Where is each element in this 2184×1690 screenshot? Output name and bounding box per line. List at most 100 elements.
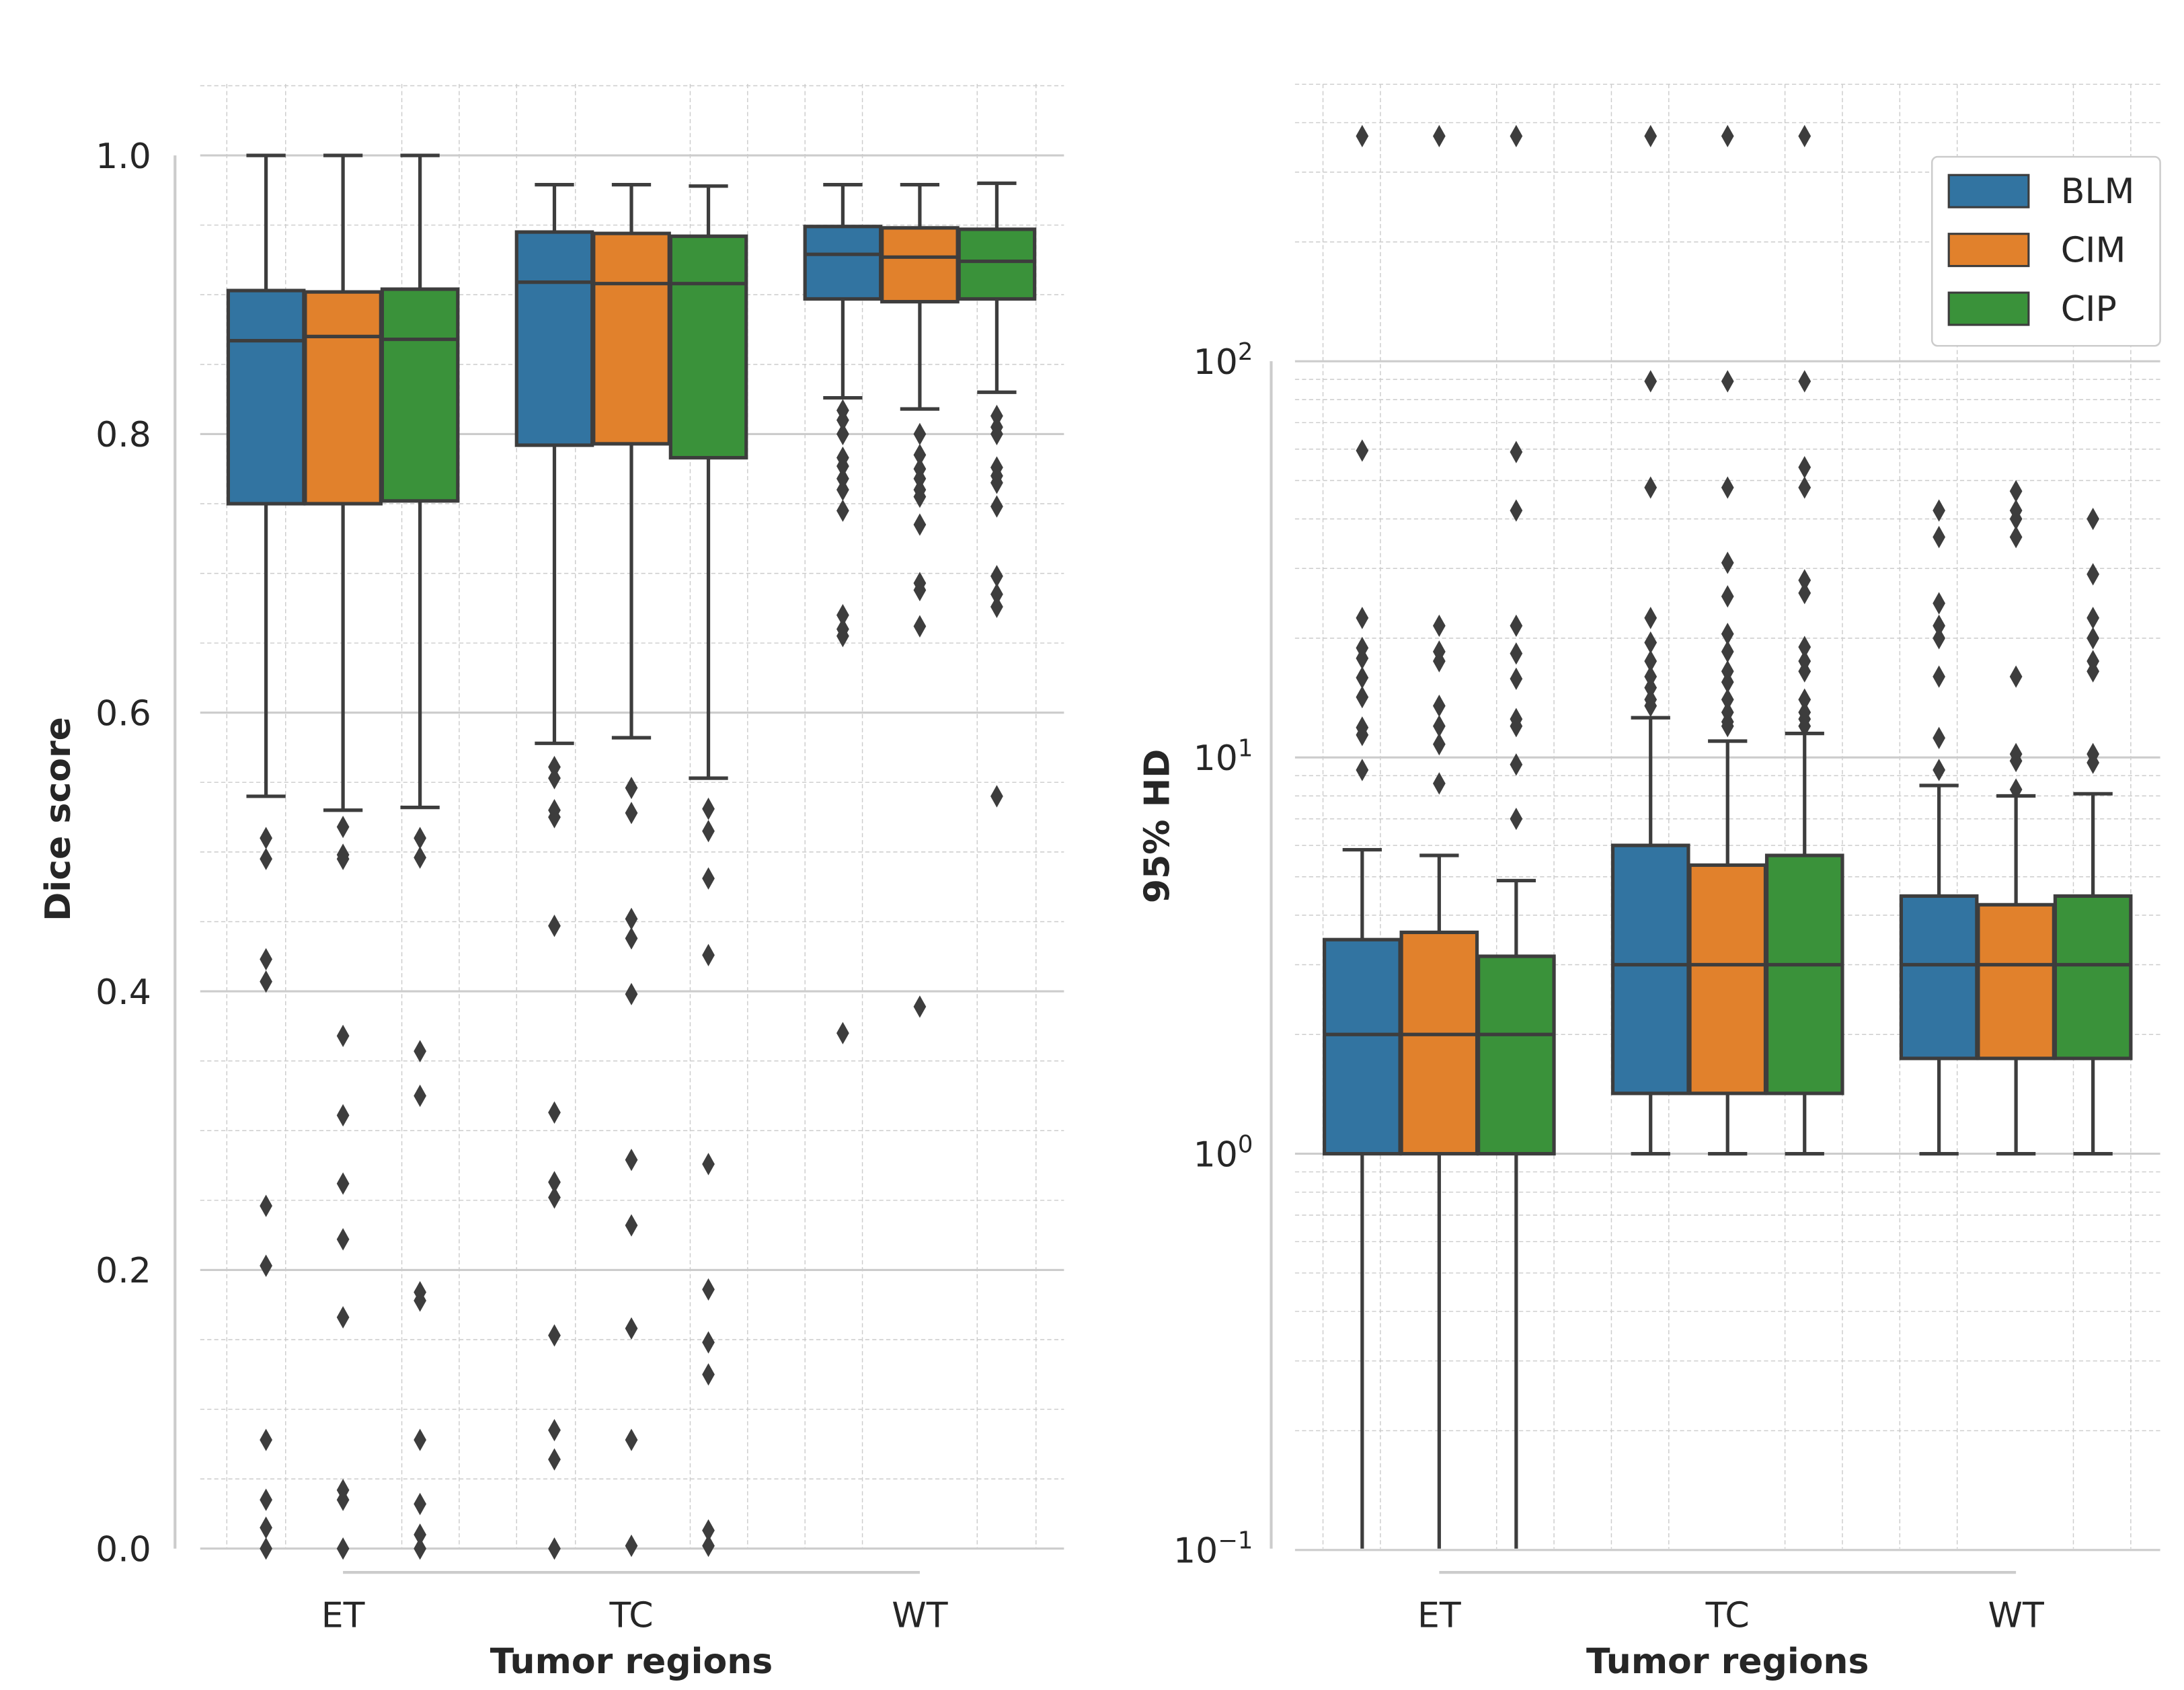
outlier-point [1721,124,1734,148]
outlier-point [913,995,927,1018]
outlier-point [1933,614,1945,638]
outlier-point [260,1428,272,1451]
outlier-point [414,846,426,869]
outlier-point [990,565,1003,588]
outlier-point [548,806,561,829]
outlier-point [1432,715,1446,738]
outlier-point [1510,614,1523,638]
box-cip-et [1477,124,1556,1549]
box-iqr [380,287,460,503]
outlier-point [1356,439,1369,462]
box-iqr [1976,902,2056,1061]
outlier-point [625,776,638,800]
legend-swatch-blm [1947,174,2030,208]
outlier-point [1798,476,1811,499]
outlier-point [913,578,927,602]
legend-label-cim: CIM [2061,230,2126,270]
box-iqr [2053,894,2133,1061]
box-iqr [592,231,671,446]
outlier-point [1510,124,1523,148]
outlier-point [1356,666,1369,689]
outlier-point [336,1537,350,1560]
legend-label-blm: BLM [2061,171,2135,212]
outlier-point [702,1534,715,1558]
box-iqr [1688,863,1768,1096]
outlier-point [1933,665,1945,688]
outlier-point [1798,660,1811,683]
y-tick-label: 0.0 [95,1529,151,1570]
box-blm-et [1323,124,1402,1549]
y-axis-label-dice: Dice score [38,717,79,921]
box-blm-wt [803,183,883,1044]
outlier-point [702,1153,715,1176]
outlier-point [2009,665,2023,688]
x-axis-label-right: Tumor regions [1586,1642,1869,1682]
legend-label-cip: CIP [2061,289,2117,330]
outlier-point [913,443,927,467]
x-tick-label-et: ET [321,1595,365,1636]
y-tick-label: 102 [1194,338,1253,383]
outlier-point [1721,551,1734,574]
outlier-point [702,1278,715,1301]
box-iqr [1610,843,1690,1096]
outlier-point [836,604,849,627]
outlier-point [836,625,849,648]
outlier-point [2009,778,2023,801]
outlier-point [1510,807,1523,831]
outlier-point [913,422,927,446]
outlier-point [336,1104,350,1127]
outlier-point [1644,676,1658,699]
outlier-point [336,1306,350,1329]
legend: BLM CIM CIP [1930,155,2161,347]
box-iqr [1323,937,1402,1156]
box-cim-et [303,153,383,1560]
outlier-point [1356,724,1369,746]
outlier-point [625,1149,638,1172]
box-cim-tc [1688,124,1768,1156]
outlier-point [1933,499,1945,522]
outlier-point [1798,456,1811,479]
outlier-point [414,1084,426,1108]
outlier-point [1798,569,1811,592]
box-iqr [957,227,1037,301]
outlier-point [1721,476,1734,499]
box-blm-et [226,153,306,1560]
outlier-point [1510,440,1523,463]
outlier-point [336,1228,350,1251]
legend-swatch-cim [1947,233,2030,268]
outlier-point [260,1516,272,1539]
outlier-point [548,1537,561,1560]
outlier-point [1432,733,1446,756]
outlier-point [990,595,1003,618]
outlier-point [2086,660,2100,683]
outlier-point [702,867,715,890]
outlier-point [414,1523,426,1546]
x-tick-label-tc: TC [1705,1595,1750,1636]
outlier-point [336,1172,350,1195]
outlier-point [414,827,426,849]
outlier-point [1798,124,1811,148]
outlier-point [1644,370,1658,393]
outlier-point [913,615,927,638]
outlier-point [260,1488,272,1511]
outlier-point [990,422,1003,446]
outlier-point [836,409,849,432]
outlier-point [1798,582,1811,605]
outlier-point [1510,715,1523,738]
outlier-point [1432,124,1446,148]
outlier-point [1510,642,1523,665]
outlier-point [2009,525,2023,549]
outlier-point [1721,585,1734,608]
outlier-point [625,907,638,931]
outlier-point [2009,507,2023,531]
outlier-point [1644,631,1658,654]
outlier-point [260,970,272,993]
outlier-point [260,1194,272,1217]
outlier-point [336,815,350,839]
x-tick-label-tc: TC [609,1595,653,1636]
outlier-point [336,1024,350,1048]
outlier-point [836,478,849,501]
outlier-point [260,1254,272,1277]
outlier-point [1510,499,1523,522]
